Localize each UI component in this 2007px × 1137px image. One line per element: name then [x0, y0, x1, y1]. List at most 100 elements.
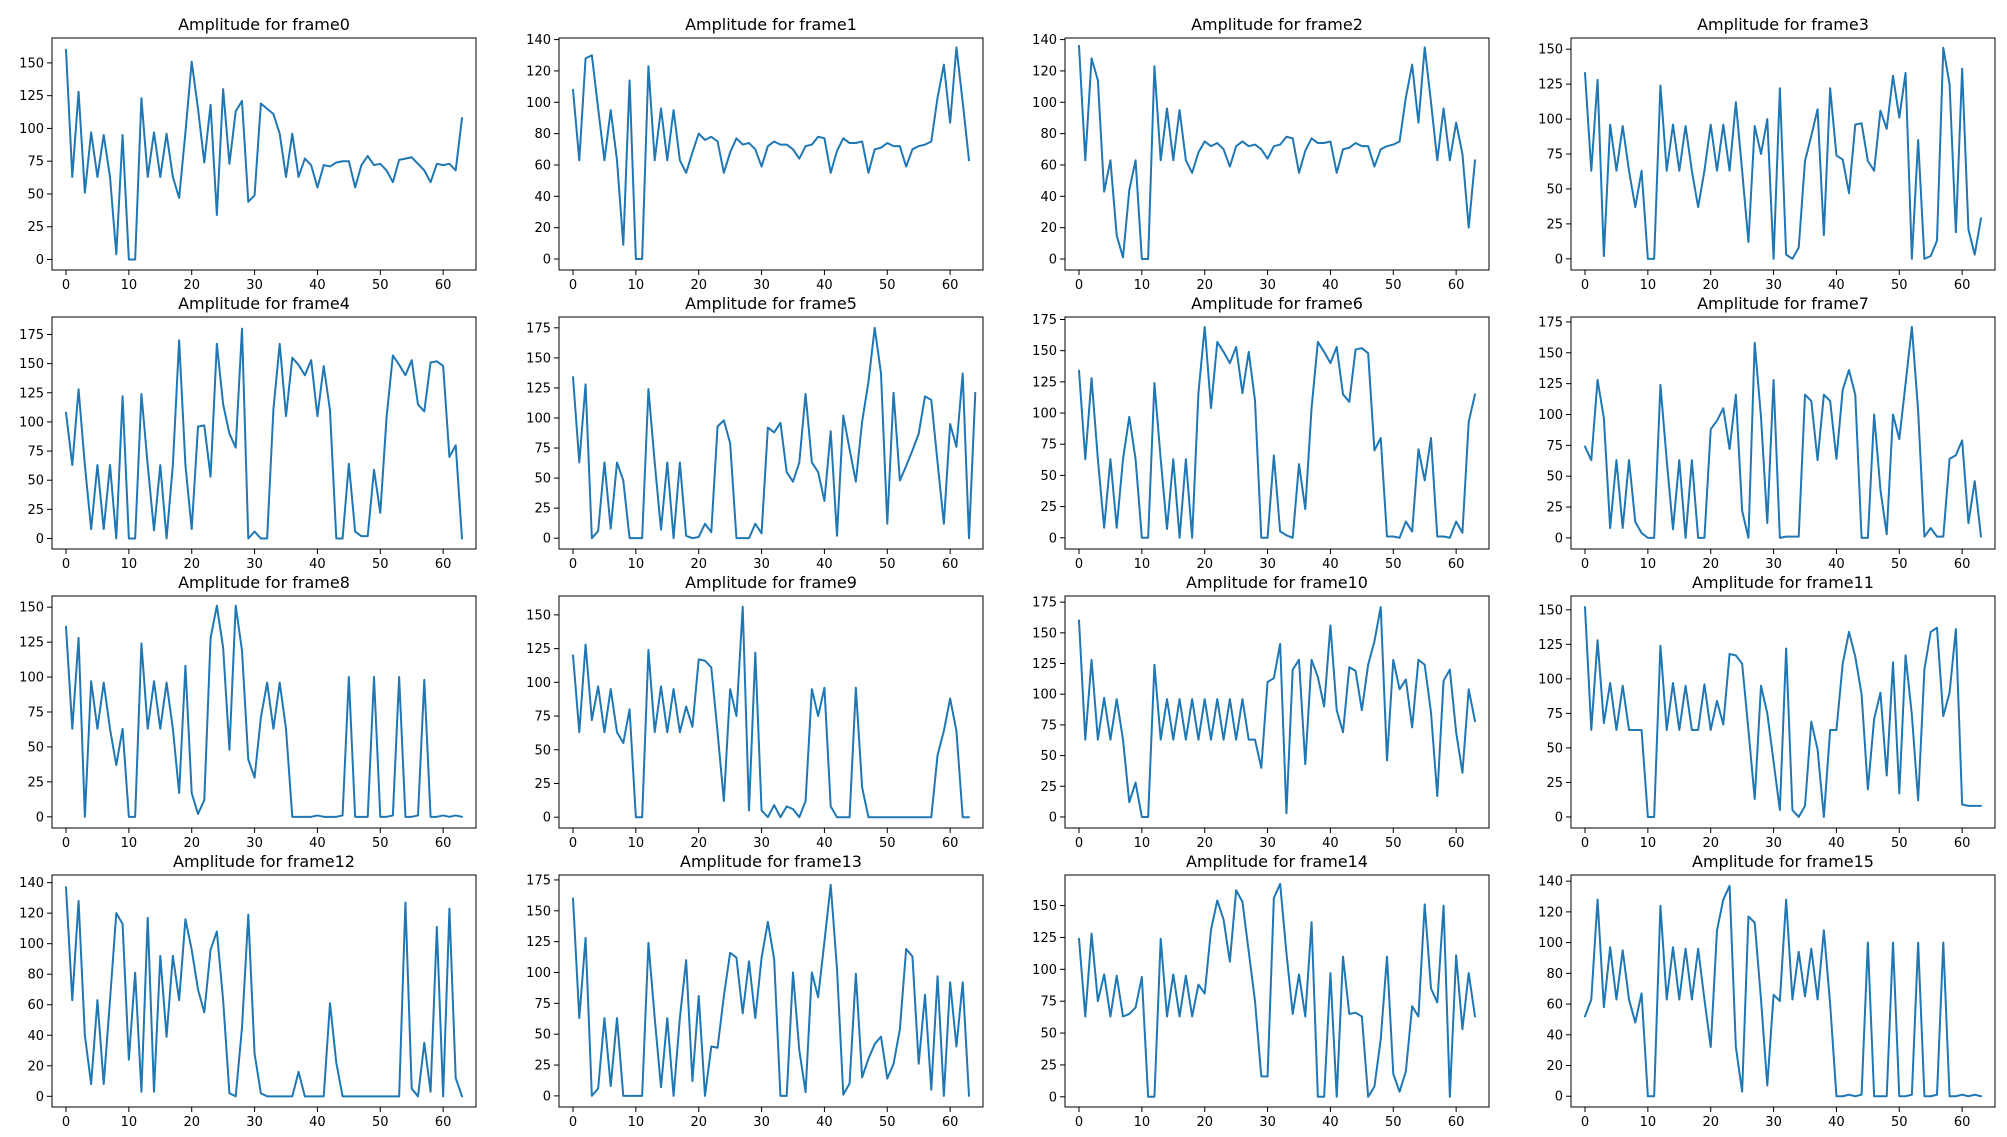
x-tick-label: 60 [1954, 557, 1971, 572]
y-tick-label: 150 [526, 904, 551, 919]
x-tick-label: 0 [1581, 557, 1589, 572]
y-tick-label: 40 [27, 1029, 44, 1044]
y-tick-label: 60 [27, 998, 44, 1013]
y-tick-label: 125 [19, 386, 44, 401]
x-tick-label: 20 [1702, 278, 1719, 293]
x-tick-label: 0 [1075, 278, 1083, 293]
y-tick-label: 100 [19, 937, 44, 952]
amplitude-line [572, 883, 970, 1097]
x-tick-label: 30 [246, 836, 263, 851]
x-tick-label: 40 [1322, 557, 1339, 572]
subplot-frame6: Amplitude for frame6 0 10 20 30 40 50 60 0 25 50 75… [1032, 294, 1490, 572]
y-tick-label: 125 [1538, 638, 1563, 653]
y-tick-label: 75 [1546, 707, 1563, 722]
y-tick-label: 100 [526, 96, 551, 111]
x-tick-label: 50 [1385, 557, 1402, 572]
y-tick-label: 60 [1546, 998, 1563, 1013]
subplot-title: Amplitude for frame4 [178, 294, 350, 313]
x-tick-label: 50 [372, 278, 389, 293]
plot-area [1064, 37, 1490, 271]
y-tick-label: 75 [1546, 439, 1563, 454]
x-tick-label: 20 [1196, 557, 1213, 572]
y-tick-label: 0 [1555, 252, 1563, 267]
y-tick-label: 0 [36, 810, 44, 825]
y-tick-label: 125 [526, 381, 551, 396]
x-tick-label: 20 [1702, 1115, 1719, 1130]
y-tick-label: 150 [19, 601, 44, 616]
y-tick-label: 175 [1032, 313, 1057, 328]
x-tick-label: 40 [1322, 1115, 1339, 1130]
y-tick-label: 140 [1032, 33, 1057, 48]
amplitude-line [65, 48, 463, 261]
y-tick-label: 125 [526, 642, 551, 657]
x-tick-label: 30 [753, 557, 770, 572]
x-tick-label: 40 [816, 836, 833, 851]
subplot-title: Amplitude for frame3 [1697, 15, 1869, 34]
x-tick-label: 40 [1322, 836, 1339, 851]
y-tick-label: 175 [19, 328, 44, 343]
plot-area [558, 316, 984, 550]
x-tick-label: 10 [1134, 836, 1151, 851]
x-tick-label: 30 [1765, 836, 1782, 851]
y-tick-label: 120 [1032, 64, 1057, 79]
amplitude-line [1078, 882, 1476, 1098]
x-tick-label: 20 [183, 1115, 200, 1130]
x-tick-label: 30 [1259, 557, 1276, 572]
amplitude-line [65, 886, 463, 1098]
x-tick-label: 10 [628, 1115, 645, 1130]
y-tick-label: 150 [1538, 346, 1563, 361]
x-tick-label: 50 [879, 836, 896, 851]
x-tick-label: 20 [1196, 278, 1213, 293]
subplot-title: Amplitude for frame13 [680, 852, 862, 871]
y-tick-label: 175 [1538, 315, 1563, 330]
x-tick-label: 60 [1448, 836, 1465, 851]
subplot-frame1: Amplitude for frame1 0 10 20 30 40 50 60 0 20 40 60… [526, 15, 984, 293]
x-tick-label: 0 [569, 278, 577, 293]
y-tick-label: 175 [1032, 596, 1057, 611]
y-tick-label: 20 [1546, 1059, 1563, 1074]
amplitude-line [1584, 884, 1982, 1098]
plot-area [558, 37, 984, 271]
x-tick-label: 10 [1640, 836, 1657, 851]
y-tick-label: 75 [534, 442, 551, 457]
y-tick-label: 60 [534, 158, 551, 173]
y-tick-label: 25 [1546, 501, 1563, 516]
x-tick-label: 30 [1259, 278, 1276, 293]
y-tick-label: 25 [27, 775, 44, 790]
y-tick-label: 150 [1032, 344, 1057, 359]
x-tick-label: 10 [121, 557, 138, 572]
y-tick-label: 100 [1032, 96, 1057, 111]
x-tick-label: 0 [62, 836, 70, 851]
y-tick-label: 80 [27, 968, 44, 983]
subplot-title: Amplitude for frame2 [1191, 15, 1363, 34]
y-tick-label: 125 [1538, 377, 1563, 392]
x-tick-label: 20 [690, 278, 707, 293]
subplot-title: Amplitude for frame14 [1186, 852, 1368, 871]
x-tick-label: 40 [816, 1115, 833, 1130]
y-tick-label: 25 [534, 1059, 551, 1074]
y-tick-label: 100 [1538, 936, 1563, 951]
y-tick-label: 50 [534, 472, 551, 487]
x-tick-label: 0 [62, 557, 70, 572]
y-tick-label: 75 [1040, 438, 1057, 453]
x-tick-label: 20 [1702, 557, 1719, 572]
subplot-title: Amplitude for frame5 [685, 294, 857, 313]
y-tick-label: 80 [1546, 967, 1563, 982]
y-tick-label: 80 [534, 127, 551, 142]
y-tick-label: 150 [19, 56, 44, 71]
y-tick-label: 150 [1032, 626, 1057, 641]
x-tick-label: 50 [372, 836, 389, 851]
x-tick-label: 50 [1891, 557, 1908, 572]
subplot-title: Amplitude for frame10 [1186, 573, 1368, 592]
subplot-title: Amplitude for frame9 [685, 573, 857, 592]
y-tick-label: 150 [19, 357, 44, 372]
x-tick-label: 0 [1581, 1115, 1589, 1130]
subplot-frame10: Amplitude for frame10 0 10 20 30 40 50 60 0 25 50 7… [1032, 573, 1490, 851]
plot-area [1570, 316, 1996, 550]
y-tick-label: 175 [526, 321, 551, 336]
x-tick-label: 40 [309, 557, 326, 572]
x-tick-label: 10 [1640, 1115, 1657, 1130]
subplot-frame14: Amplitude for frame14 0 10 20 30 40 50 60 0 25 50 7… [1032, 852, 1490, 1130]
x-tick-label: 40 [309, 278, 326, 293]
y-tick-label: 25 [534, 502, 551, 517]
